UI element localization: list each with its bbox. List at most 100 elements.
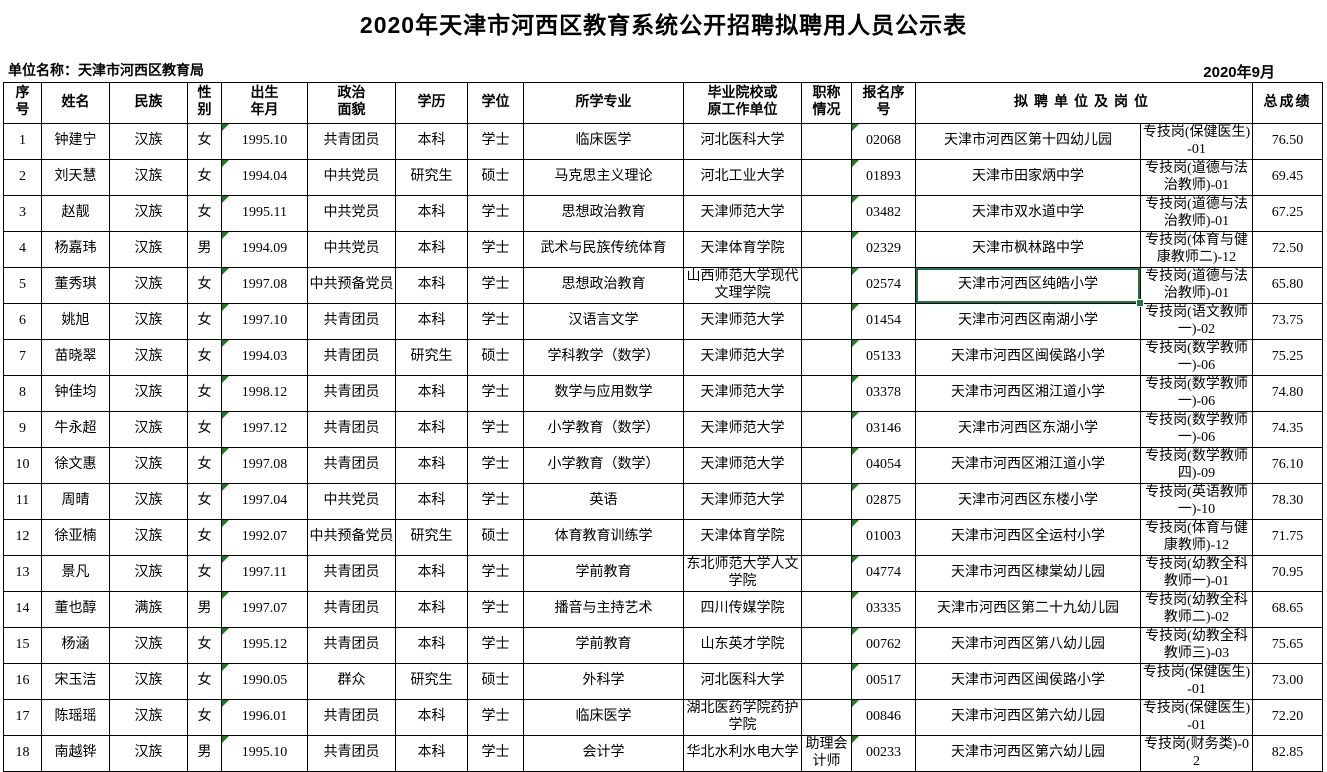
cell-major[interactable]: 英语 <box>523 483 684 520</box>
cell-name[interactable]: 杨嘉玮 <box>41 231 110 268</box>
cell-serial[interactable]: 7 <box>3 339 42 376</box>
cell-education[interactable]: 本科 <box>395 195 468 232</box>
cell-ethnicity[interactable]: 汉族 <box>109 159 188 196</box>
cell-registration-no[interactable]: 01454 <box>851 303 916 340</box>
cell-total-score[interactable]: 73.75 <box>1252 303 1323 340</box>
cell-gender[interactable]: 女 <box>187 411 222 448</box>
header-serial[interactable]: 序 号 <box>3 82 42 124</box>
cell-school[interactable]: 河北医科大学 <box>683 663 802 700</box>
cell-registration-no[interactable]: 02329 <box>851 231 916 268</box>
cell-title-status[interactable] <box>801 231 852 268</box>
cell-major[interactable]: 体育教育训练学 <box>523 519 684 556</box>
cell-major[interactable]: 汉语言文学 <box>523 303 684 340</box>
cell-degree[interactable]: 学士 <box>467 123 524 160</box>
cell-serial[interactable]: 10 <box>3 447 42 484</box>
cell-education[interactable]: 研究生 <box>395 519 468 556</box>
cell-political-status[interactable]: 共青团员 <box>307 123 396 160</box>
cell-ethnicity[interactable]: 汉族 <box>109 627 188 664</box>
cell-total-score[interactable]: 70.95 <box>1252 555 1323 592</box>
cell-name[interactable]: 景凡 <box>41 555 110 592</box>
cell-position[interactable]: 专技岗(保健医生)-01 <box>1140 699 1253 736</box>
cell-education[interactable]: 本科 <box>395 267 468 304</box>
cell-gender[interactable]: 男 <box>187 591 222 628</box>
cell-school[interactable]: 天津师范大学 <box>683 375 802 412</box>
cell-political-status[interactable]: 中共党员 <box>307 159 396 196</box>
cell-political-status[interactable]: 中共预备党员 <box>307 519 396 556</box>
cell-birth-date[interactable]: 1995.10 <box>221 735 308 772</box>
cell-position[interactable]: 专技岗(英语教师一)-10 <box>1140 483 1253 520</box>
cell-gender[interactable]: 女 <box>187 555 222 592</box>
cell-birth-date[interactable]: 1995.12 <box>221 627 308 664</box>
header-ethnicity[interactable]: 民族 <box>109 82 188 124</box>
cell-hiring-unit[interactable]: 天津市河西区南湖小学 <box>915 303 1141 340</box>
cell-education[interactable]: 本科 <box>395 735 468 772</box>
cell-hiring-unit[interactable]: 天津市河西区第六幼儿园 <box>915 735 1141 772</box>
cell-major[interactable]: 武术与民族传统体育 <box>523 231 684 268</box>
cell-position[interactable]: 专技岗(语文教师一)-02 <box>1140 303 1253 340</box>
cell-education[interactable]: 本科 <box>395 375 468 412</box>
cell-registration-no[interactable]: 02875 <box>851 483 916 520</box>
cell-political-status[interactable]: 共青团员 <box>307 591 396 628</box>
cell-political-status[interactable]: 共青团员 <box>307 555 396 592</box>
cell-school[interactable]: 河北工业大学 <box>683 159 802 196</box>
cell-name[interactable]: 周晴 <box>41 483 110 520</box>
cell-political-status[interactable]: 共青团员 <box>307 303 396 340</box>
cell-birth-date[interactable]: 1994.03 <box>221 339 308 376</box>
cell-title-status[interactable] <box>801 627 852 664</box>
cell-registration-no[interactable]: 00846 <box>851 699 916 736</box>
cell-title-status[interactable] <box>801 195 852 232</box>
cell-name[interactable]: 钟佳均 <box>41 375 110 412</box>
cell-degree[interactable]: 硕士 <box>467 663 524 700</box>
cell-school[interactable]: 东北师范大学人文学院 <box>683 555 802 592</box>
cell-ethnicity[interactable]: 汉族 <box>109 411 188 448</box>
cell-school[interactable]: 天津师范大学 <box>683 339 802 376</box>
cell-ethnicity[interactable]: 汉族 <box>109 267 188 304</box>
cell-name[interactable]: 董秀琪 <box>41 267 110 304</box>
cell-hiring-unit[interactable]: 天津市田家炳中学 <box>915 159 1141 196</box>
cell-name[interactable]: 董也醇 <box>41 591 110 628</box>
cell-hiring-unit[interactable]: 天津市河西区闽侯路小学 <box>915 339 1141 376</box>
cell-total-score[interactable]: 71.75 <box>1252 519 1323 556</box>
cell-registration-no[interactable]: 00762 <box>851 627 916 664</box>
cell-total-score[interactable]: 75.65 <box>1252 627 1323 664</box>
cell-registration-no[interactable]: 01893 <box>851 159 916 196</box>
cell-registration-no[interactable]: 01003 <box>851 519 916 556</box>
cell-degree[interactable]: 学士 <box>467 699 524 736</box>
header-title-status[interactable]: 职称 情况 <box>801 82 852 124</box>
cell-title-status[interactable]: 助理会计师 <box>801 735 852 772</box>
cell-total-score[interactable]: 75.25 <box>1252 339 1323 376</box>
cell-political-status[interactable]: 共青团员 <box>307 339 396 376</box>
cell-school[interactable]: 山西师范大学现代文理学院 <box>683 267 802 304</box>
cell-ethnicity[interactable]: 汉族 <box>109 699 188 736</box>
cell-birth-date[interactable]: 1997.12 <box>221 411 308 448</box>
cell-registration-no[interactable]: 04774 <box>851 555 916 592</box>
header-total-score[interactable]: 总成绩 <box>1252 82 1323 124</box>
cell-birth-date[interactable]: 1994.04 <box>221 159 308 196</box>
cell-registration-no[interactable]: 00233 <box>851 735 916 772</box>
cell-birth-date[interactable]: 1995.10 <box>221 123 308 160</box>
cell-gender[interactable]: 男 <box>187 231 222 268</box>
cell-degree[interactable]: 硕士 <box>467 519 524 556</box>
cell-serial[interactable]: 13 <box>3 555 42 592</box>
cell-position[interactable]: 专技岗(道德与法治教师)-01 <box>1140 267 1253 304</box>
cell-gender[interactable]: 女 <box>187 627 222 664</box>
cell-total-score[interactable]: 68.65 <box>1252 591 1323 628</box>
cell-ethnicity[interactable]: 汉族 <box>109 555 188 592</box>
cell-degree[interactable]: 学士 <box>467 195 524 232</box>
cell-degree[interactable]: 学士 <box>467 483 524 520</box>
cell-title-status[interactable] <box>801 159 852 196</box>
cell-school[interactable]: 天津师范大学 <box>683 483 802 520</box>
cell-hiring-unit[interactable]: 天津市河西区第二十九幼儿园 <box>915 591 1141 628</box>
cell-education[interactable]: 研究生 <box>395 159 468 196</box>
cell-political-status[interactable]: 共青团员 <box>307 699 396 736</box>
cell-education[interactable]: 本科 <box>395 411 468 448</box>
cell-school[interactable]: 天津师范大学 <box>683 195 802 232</box>
cell-gender[interactable]: 女 <box>187 447 222 484</box>
cell-birth-date[interactable]: 1997.11 <box>221 555 308 592</box>
cell-ethnicity[interactable]: 汉族 <box>109 519 188 556</box>
cell-gender[interactable]: 女 <box>187 519 222 556</box>
cell-name[interactable]: 钟建宁 <box>41 123 110 160</box>
cell-birth-date[interactable]: 1997.04 <box>221 483 308 520</box>
cell-school[interactable]: 河北医科大学 <box>683 123 802 160</box>
cell-gender[interactable]: 女 <box>187 195 222 232</box>
